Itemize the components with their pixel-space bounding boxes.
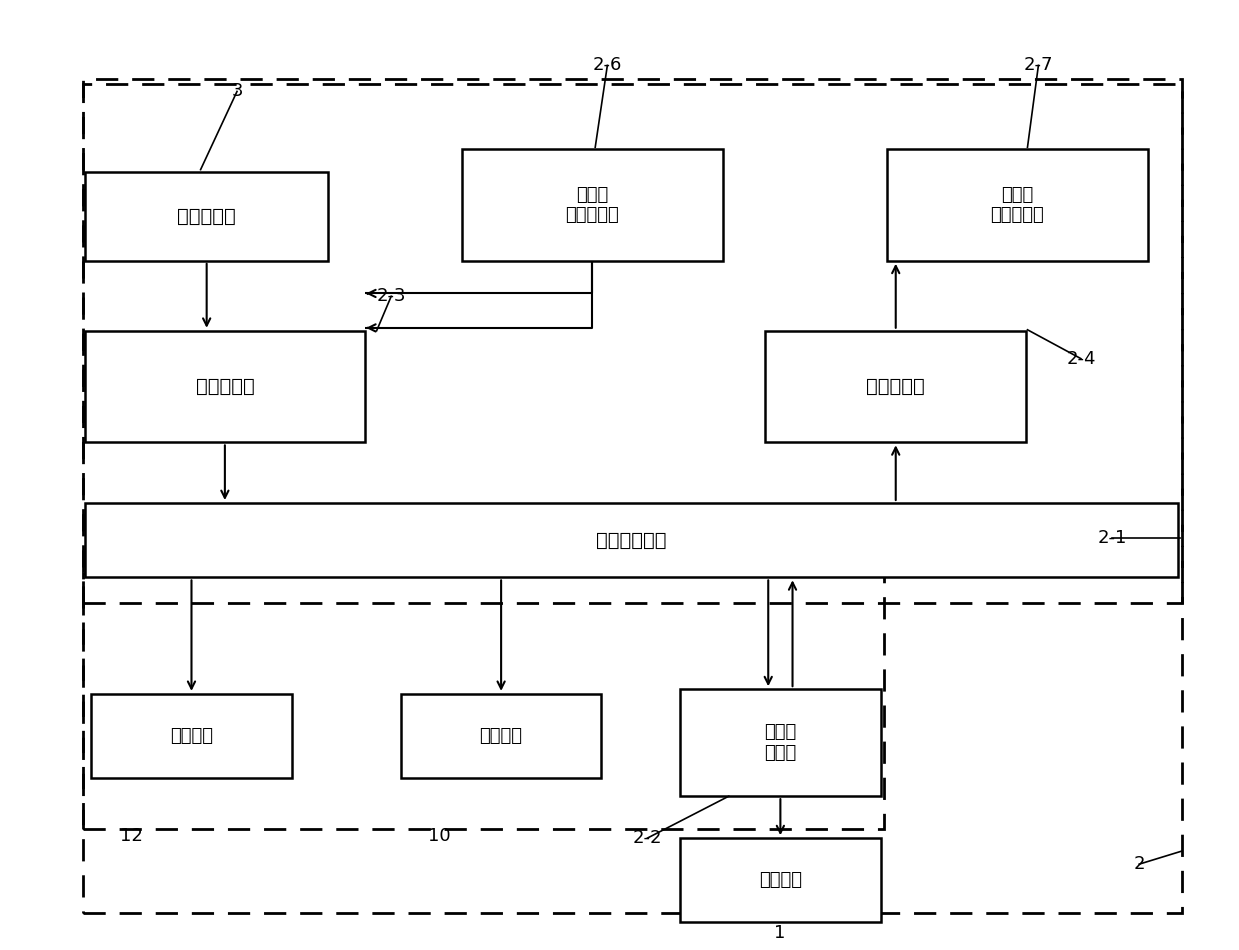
Text: 2: 2 bbox=[1134, 855, 1145, 873]
Bar bbox=[766, 331, 1026, 443]
Text: 纵向滑台: 纵向滑台 bbox=[479, 727, 523, 745]
Text: 3: 3 bbox=[232, 83, 243, 101]
Text: 单片机控制器: 单片机控制器 bbox=[596, 531, 667, 550]
Bar bbox=[680, 689, 881, 796]
Text: 压力传感器: 压力传感器 bbox=[177, 207, 237, 226]
Bar bbox=[85, 503, 1178, 578]
Bar bbox=[401, 694, 601, 777]
Text: 可编程
控制器: 可编程 控制器 bbox=[764, 723, 797, 762]
Text: 1: 1 bbox=[774, 924, 786, 942]
Text: 四线法
电压检测器: 四线法 电压检测器 bbox=[565, 185, 620, 224]
Text: 四线法
电流检测器: 四线法 电流检测器 bbox=[990, 185, 1044, 224]
Text: 12: 12 bbox=[120, 827, 142, 846]
Bar bbox=[887, 149, 1147, 261]
Text: 2-6: 2-6 bbox=[592, 56, 622, 74]
Text: 2-4: 2-4 bbox=[1066, 350, 1095, 368]
Text: 竖直滑台: 竖直滑台 bbox=[758, 871, 802, 889]
Bar bbox=[85, 331, 364, 443]
Bar bbox=[83, 84, 1182, 603]
Text: 2-1: 2-1 bbox=[1098, 529, 1127, 547]
Text: 2-2: 2-2 bbox=[633, 829, 662, 847]
Text: 2-3: 2-3 bbox=[377, 287, 406, 305]
Bar bbox=[83, 80, 1182, 913]
Text: 2-7: 2-7 bbox=[1023, 56, 1053, 74]
Bar bbox=[92, 694, 291, 777]
Bar bbox=[85, 173, 328, 261]
Bar bbox=[680, 838, 881, 922]
Text: 数模转换器: 数模转换器 bbox=[866, 377, 926, 396]
Text: 横向滑台: 横向滑台 bbox=[170, 727, 213, 745]
Text: 10: 10 bbox=[429, 827, 451, 846]
Bar bbox=[83, 573, 885, 828]
Bar bbox=[462, 149, 722, 261]
Text: 模数转换器: 模数转换器 bbox=[196, 377, 254, 396]
